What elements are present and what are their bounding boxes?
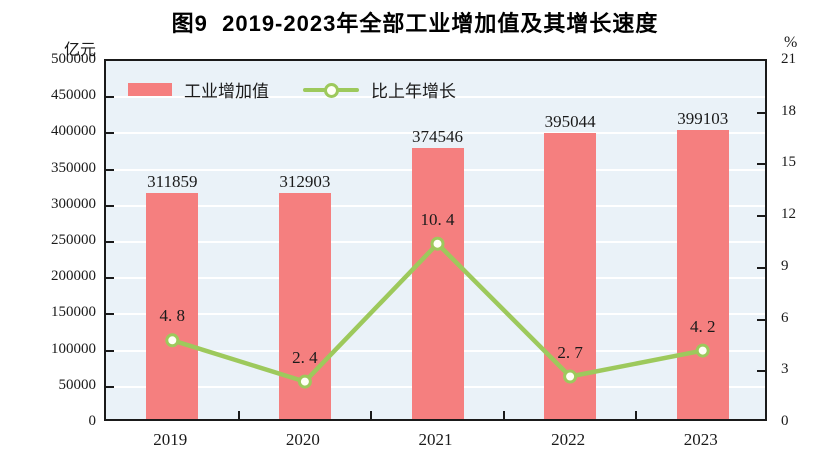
bottom-axis-tick — [237, 411, 240, 419]
left-axis-tick-label: 200000 — [51, 268, 96, 285]
bar-value-label: 395044 — [544, 112, 596, 131]
x-axis-label-2020: 2020 — [285, 430, 320, 449]
left-axis-tick — [106, 204, 114, 207]
gridline — [106, 96, 765, 99]
marker-sample-icon — [324, 82, 339, 98]
line-value-label: 2. 7 — [557, 342, 583, 362]
legend-label-line: 比上年增长 — [371, 82, 456, 101]
bar-2023 — [676, 130, 729, 419]
right-axis-tick — [757, 163, 765, 166]
left-axis-tick — [106, 385, 114, 388]
right-axis-tick-label: 9 — [781, 257, 789, 274]
line-series — [165, 236, 710, 389]
bottom-axis-tick — [502, 411, 505, 419]
right-axis-tick-label: 0 — [781, 413, 789, 429]
gridline — [106, 132, 765, 135]
line-value-label: 4. 2 — [689, 316, 716, 336]
right-axis-tick-label: 12 — [781, 206, 796, 223]
left-axis-tick-label: 350000 — [51, 159, 96, 176]
right-axis-tick — [757, 266, 765, 269]
left-axis-tick-label: 450000 — [51, 87, 96, 104]
line-marker-2021 — [430, 236, 445, 251]
right-axis-tick-label: 6 — [781, 309, 789, 326]
bar-2021 — [411, 147, 464, 419]
left-axis-tick-label: 150000 — [51, 304, 96, 321]
left-axis-tick — [106, 241, 114, 243]
left-axis-tick — [106, 313, 114, 316]
left-axis-tick-label: 400000 — [51, 123, 96, 140]
line-marker-swatch-icon — [303, 82, 359, 98]
legend-item-line: 比上年增长 — [303, 77, 456, 102]
x-axis-label-2022: 2022 — [551, 430, 586, 449]
left-axis-tick — [106, 277, 114, 280]
bar-2019 — [146, 193, 199, 419]
right-axis-tick-label: 18 — [781, 102, 796, 119]
right-axis-tick-label: 3 — [781, 361, 789, 378]
line-value-label: 10. 4 — [420, 209, 455, 229]
left-axis-unit-label: 亿元 — [63, 42, 96, 59]
bar-swatch-icon — [128, 83, 172, 96]
legend: 工业增加值 比上年增长 — [128, 77, 456, 102]
right-axis-unit-label: % — [784, 34, 798, 51]
left-axis-tick — [106, 168, 114, 171]
left-axis-tick-label: 300000 — [51, 195, 96, 212]
line-marker-2019 — [165, 333, 180, 348]
right-axis-tick-label: 15 — [781, 154, 796, 171]
x-axis-label-2021: 2021 — [418, 430, 453, 449]
chart-title: 图9 2019-2023年全部工业增加值及其增长速度 — [171, 11, 659, 36]
left-axis-tick — [106, 349, 114, 352]
line-marker-2020 — [297, 374, 312, 389]
bar-value-label: 374546 — [412, 126, 463, 146]
legend-label-bar: 工业增加值 — [184, 82, 269, 101]
left-axis-tick-label: 500000 — [51, 51, 96, 67]
line-marker-2022 — [563, 369, 578, 384]
x-axis-label-2023: 2023 — [683, 430, 718, 449]
legend-item-bar: 工业增加值 — [128, 77, 269, 102]
left-axis-tick — [106, 132, 114, 135]
bar-value-label: 312903 — [279, 171, 331, 191]
left-axis-tick-label: 250000 — [51, 232, 96, 248]
line-marker-2023 — [695, 343, 710, 358]
bottom-axis-tick — [635, 411, 638, 419]
right-axis-tick — [757, 111, 765, 114]
bar-value-label: 311859 — [147, 172, 198, 192]
left-axis-tick-label: 50000 — [58, 376, 97, 393]
bottom-axis-tick — [370, 411, 373, 419]
left-axis-tick-label: 100000 — [51, 340, 96, 357]
chart-plot-area: 311859 312903 374546 395044 399103 4. 8 2. 4 10… — [104, 59, 767, 421]
line-value-label: 2. 4 — [292, 347, 318, 367]
left-axis-tick — [106, 96, 114, 99]
left-axis-tick-label: 0 — [88, 413, 97, 429]
right-axis-tick — [757, 215, 765, 218]
bar-value-label: 399103 — [677, 109, 729, 128]
right-axis-tick-label: 21 — [781, 51, 796, 67]
right-axis-tick — [757, 318, 765, 321]
x-axis-label-2019: 2019 — [153, 430, 188, 449]
line-value-label: 4. 8 — [159, 306, 186, 326]
right-axis-tick — [757, 370, 765, 373]
